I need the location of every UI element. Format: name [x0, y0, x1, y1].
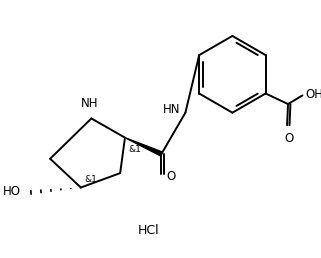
Text: &1: &1 — [129, 145, 142, 154]
Text: OH: OH — [305, 88, 321, 101]
Text: HN: HN — [163, 103, 181, 116]
Text: HO: HO — [3, 185, 22, 198]
Text: HCl: HCl — [138, 224, 160, 237]
Polygon shape — [125, 138, 162, 156]
Text: O: O — [166, 170, 176, 182]
Text: &1: &1 — [85, 175, 98, 184]
Text: O: O — [284, 132, 294, 145]
Text: NH: NH — [81, 97, 98, 110]
